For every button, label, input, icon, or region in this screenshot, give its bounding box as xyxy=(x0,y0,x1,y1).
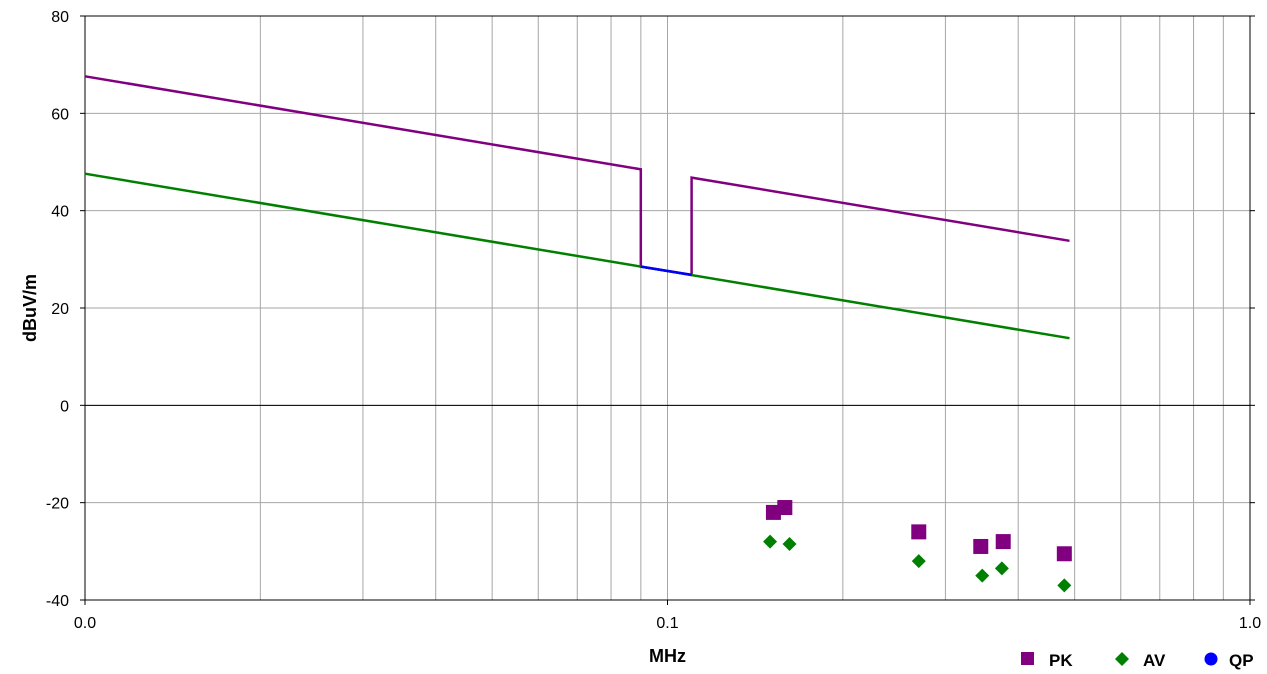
av-point xyxy=(763,534,778,549)
x-tick-label: 1.0 xyxy=(1239,615,1261,632)
legend-qp-marker xyxy=(1204,652,1218,666)
pk-point xyxy=(777,500,793,516)
x-tick-label: 0.0 xyxy=(74,615,96,632)
data-points xyxy=(763,500,1072,593)
y-tick-label: 40 xyxy=(51,204,69,221)
y-tick-label: 60 xyxy=(51,106,69,123)
pk-point xyxy=(995,534,1011,550)
legend-pk-marker xyxy=(1021,652,1034,665)
grid xyxy=(85,15,1250,601)
x-axis-title: MHz xyxy=(649,646,686,666)
legend-pk-label: PK xyxy=(1049,651,1073,670)
y-tick-label: -20 xyxy=(46,496,69,513)
axis-ticks: 80 60 40 20 0 -20 -40 0.0 0.1 1.0 xyxy=(46,9,1261,632)
limit-line xyxy=(84,172,1070,340)
av-point xyxy=(975,568,990,583)
pk-point xyxy=(1056,546,1072,562)
av-point xyxy=(782,537,797,552)
av-point xyxy=(994,561,1009,576)
y-axis-title: dBuV/m xyxy=(20,274,40,342)
limit-line xyxy=(640,265,692,277)
legend-qp-label: QP xyxy=(1229,651,1254,670)
pk-point xyxy=(911,524,927,540)
pk-point xyxy=(765,504,781,520)
y-tick-label: 20 xyxy=(51,301,69,318)
y-tick-label: 80 xyxy=(51,9,69,26)
pk-point xyxy=(973,538,989,554)
y-tick-label: -40 xyxy=(46,593,69,610)
x-tick-label: 0.1 xyxy=(656,615,678,632)
av-point xyxy=(911,554,926,569)
legend: PK AV QP xyxy=(1021,651,1254,670)
limit-lines xyxy=(84,75,1070,340)
legend-av-marker xyxy=(1115,652,1129,666)
y-tick-label: 0 xyxy=(60,398,69,415)
legend-av-label: AV xyxy=(1143,651,1166,670)
av-point xyxy=(1057,578,1072,593)
